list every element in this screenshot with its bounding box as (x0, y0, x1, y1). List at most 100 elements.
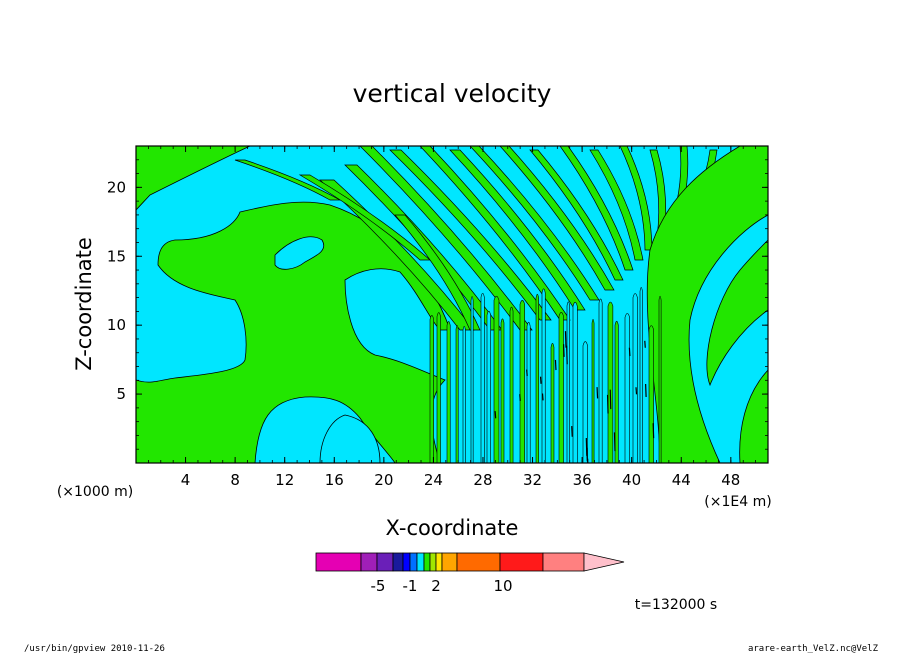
colorbar-segment (499, 552, 544, 572)
chart-title: vertical velocity (353, 79, 552, 108)
y-tick-label: 5 (116, 385, 126, 403)
x-axis: 4 8 12 16 20 24 28 32 36 40 44 48 (147, 146, 757, 489)
vertical-strip (429, 315, 434, 463)
colorbar-label: 2 (431, 577, 441, 595)
x-tick-label: 44 (672, 471, 691, 489)
field-spike (645, 384, 647, 398)
x-tick-label: 20 (374, 471, 393, 489)
x-unit-left: (×1000 m) (57, 484, 133, 500)
field-spike (587, 458, 589, 463)
footer-right: arare-earth_VelZ.nc@VelZ (748, 644, 879, 654)
positive-region (136, 146, 251, 211)
field-spike (554, 359, 557, 371)
y-tick-label: 10 (107, 316, 126, 334)
y-axis-label: Z-coordinate (72, 237, 96, 371)
x-tick-label: 48 (721, 471, 740, 489)
vertical-strip (541, 288, 546, 463)
vertical-strip (550, 343, 555, 463)
vertical-strip (535, 293, 539, 463)
vertical-strip (591, 318, 595, 463)
colorbar-label: 10 (493, 577, 512, 595)
colorbar-label: -5 (371, 577, 386, 595)
positive-streak (529, 149, 624, 281)
field-spike (494, 411, 497, 419)
positive-streak (469, 146, 600, 301)
vertical-strip (632, 293, 638, 463)
field-spike (541, 393, 544, 401)
footer-left: /usr/bin/gpview 2010-11-26 (24, 644, 165, 654)
vertical-strip (486, 310, 491, 463)
negative-region (274, 236, 325, 270)
x-tick-label: 24 (424, 471, 443, 489)
colorbar-segment (542, 552, 585, 572)
colorbar-segment (315, 552, 362, 572)
field-spike (644, 340, 646, 348)
field-spike (635, 387, 638, 395)
colorbar-segment (376, 552, 394, 572)
colorbar-segment (360, 552, 378, 572)
field-spike (606, 394, 609, 414)
positive-streak (559, 146, 634, 271)
x-unit-right: (×1E4 m) (704, 494, 771, 510)
streak-group (234, 146, 747, 331)
x-tick-label: 12 (275, 471, 294, 489)
colorbar-segment (409, 552, 418, 572)
vertical-strip (493, 295, 500, 463)
vertical-strip (614, 320, 619, 463)
colorbar-segment (441, 552, 458, 572)
colorbar-labels: -5 -1 2 10 (371, 577, 513, 595)
x-axis-label: X-coordinate (386, 516, 519, 540)
y-tick-label: 15 (107, 247, 126, 265)
field-spike (628, 347, 631, 357)
vertical-strip (607, 301, 614, 463)
x-tick-label: 32 (523, 471, 542, 489)
positive-region (646, 146, 768, 463)
field-spike (526, 369, 528, 376)
field-spike (596, 387, 599, 399)
x-tick-label: 16 (325, 471, 344, 489)
positive-streak (589, 149, 644, 261)
vertical-strip (500, 318, 505, 463)
colorbar-segment (402, 552, 411, 572)
vertical-strip (455, 325, 459, 463)
x-tick-label: 36 (573, 471, 592, 489)
colorbar-segment (429, 552, 437, 572)
positive-region (319, 414, 381, 463)
colorbar-segment (456, 552, 501, 572)
colorbar-segment (423, 552, 431, 572)
vertical-strip (558, 312, 564, 463)
vertical-strip (658, 295, 662, 463)
vertical-strip (582, 341, 588, 463)
plot-frame (135, 145, 769, 464)
field-spike (539, 376, 542, 384)
vertical-strip (598, 298, 603, 463)
positive-streak (389, 149, 552, 321)
vertical-strip (470, 296, 474, 463)
vertical-strip (566, 301, 571, 463)
positive-streak (359, 146, 533, 331)
colorbar-segment (435, 552, 443, 572)
colorbar-segment (416, 552, 425, 572)
vertical-strip (462, 326, 466, 463)
time-label: t=132000 s (635, 597, 717, 613)
strip-group (429, 287, 662, 463)
vertical-strip (624, 313, 630, 463)
field-spike (609, 389, 612, 410)
colorbar-label: -1 (403, 577, 418, 595)
x-tick-label: 4 (181, 471, 191, 489)
vertical-strip (446, 321, 451, 463)
positive-region (136, 201, 451, 463)
field-spike (613, 432, 616, 452)
field-spike (652, 423, 655, 439)
positive-region (706, 239, 768, 387)
vertical-strip (639, 287, 643, 463)
vertical-strip (648, 325, 654, 463)
x-tick-label: 40 (622, 471, 641, 489)
field-spike (571, 426, 573, 437)
y-axis: 5 10 15 20 (107, 159, 768, 450)
field-spike (566, 345, 568, 365)
x-tick-label: 8 (230, 471, 240, 489)
vertical-strip (519, 300, 525, 463)
colorbar (315, 552, 625, 572)
